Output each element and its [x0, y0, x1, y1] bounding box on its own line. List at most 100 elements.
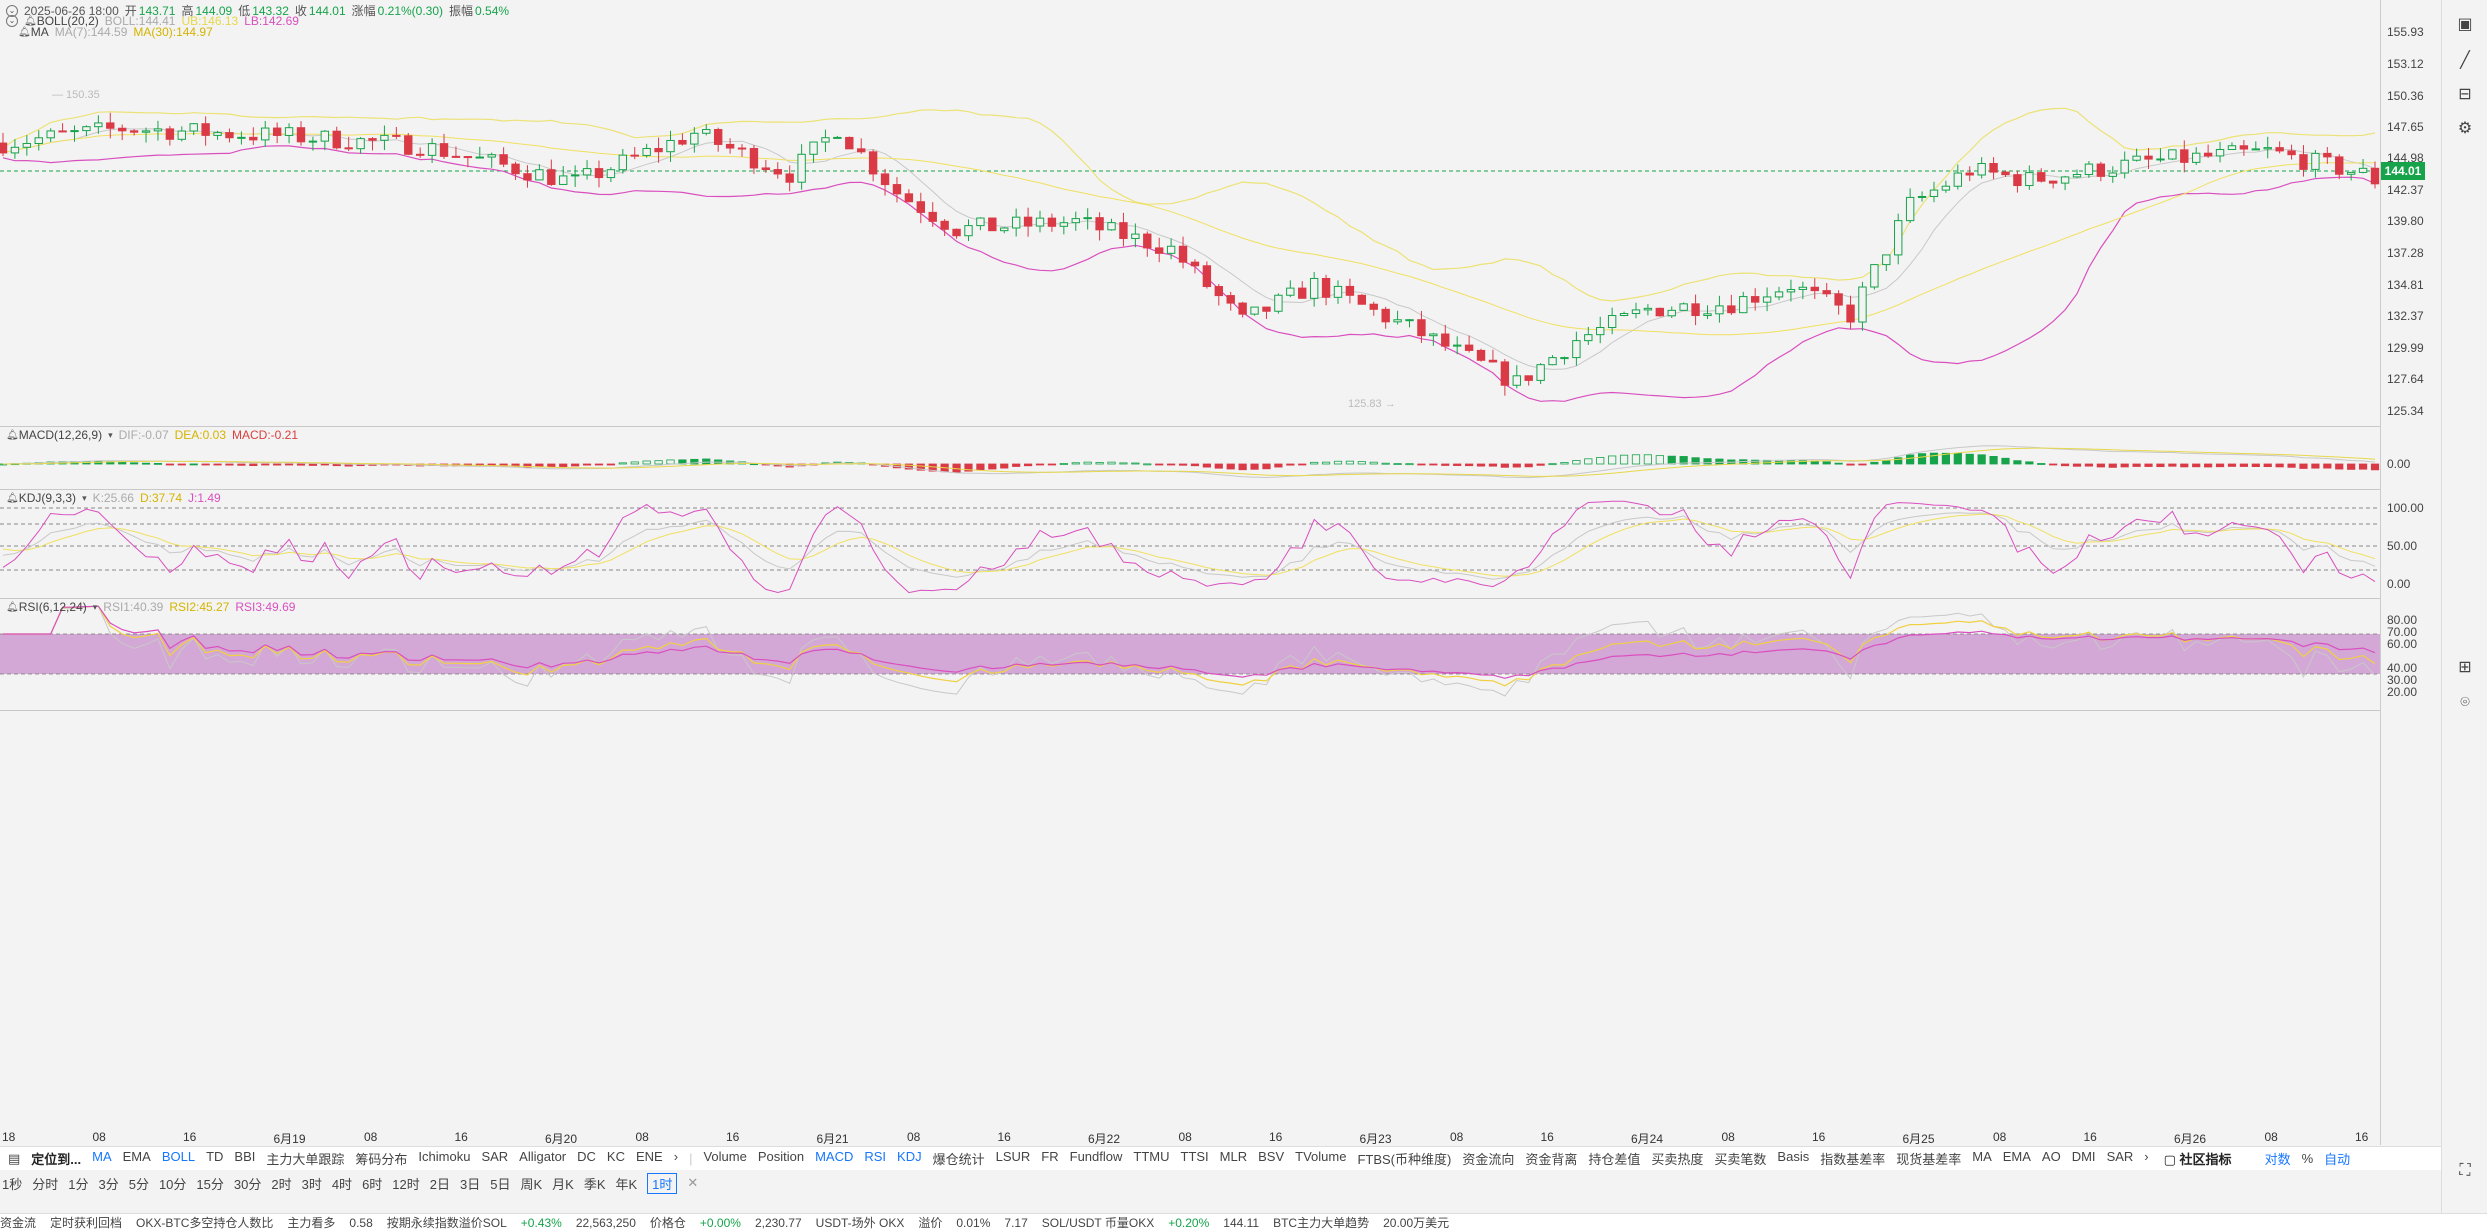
bell-icon[interactable]: 🔔︎	[6, 429, 19, 441]
indicator-item[interactable]: MA	[1972, 1149, 1992, 1164]
indicator-item[interactable]: SAR	[481, 1149, 509, 1164]
ticker-item[interactable]: +0.43%	[520, 1216, 562, 1230]
indicator-item[interactable]: BOLL	[161, 1149, 196, 1164]
ticker-item[interactable]: SOL/USDT 币量OKX	[1041, 1216, 1155, 1230]
indicator-item[interactable]: EMA	[122, 1149, 151, 1164]
rsi-name[interactable]: RSI(6,12,24)	[18, 600, 87, 614]
indicator-item[interactable]: ENE	[635, 1149, 663, 1164]
timeframe-option[interactable]: 分时	[32, 1176, 59, 1192]
ticker-item[interactable]: 溢价	[918, 1216, 943, 1230]
ticker-item[interactable]: 22,563,250	[575, 1216, 636, 1230]
timeframe-option[interactable]: 10分	[158, 1176, 187, 1192]
boll-name[interactable]: BOLL(20,2)	[36, 14, 99, 28]
ticker-item[interactable]: 主力看多	[287, 1216, 336, 1230]
indicator-item[interactable]: 主力大单跟踪	[266, 1152, 345, 1167]
timeframe-option[interactable]: 季K	[583, 1176, 606, 1192]
indicator-item[interactable]: FR	[1041, 1149, 1059, 1164]
candlestick-chart[interactable]: — 150.35 125.83 →	[0, 0, 2380, 1128]
macd-name[interactable]: MACD(12,26,9)	[18, 428, 103, 442]
timeframe-option[interactable]: 5分	[128, 1176, 149, 1192]
timeframe-option[interactable]: 30分	[233, 1176, 262, 1192]
bell-icon[interactable]: 🔔︎	[6, 601, 19, 613]
indicator-item[interactable]: BSV	[1258, 1149, 1285, 1164]
indicator-item[interactable]: 现货基差率	[1896, 1152, 1962, 1167]
timeframe-option[interactable]: 1时	[647, 1172, 678, 1194]
pane-divider[interactable]	[0, 598, 2380, 599]
bell-icon[interactable]: 🔔︎	[6, 492, 19, 504]
indicator-item[interactable]: KDJ	[897, 1149, 922, 1164]
ticker-item[interactable]: 按期永续指数溢价SOL	[386, 1216, 507, 1230]
indicator-item[interactable]: MLR	[1219, 1149, 1248, 1164]
indicator-item[interactable]: 持仓差值	[1588, 1152, 1641, 1167]
timeframe-option[interactable]: 1秒	[2, 1176, 23, 1192]
screenshot-icon[interactable]: ⊟	[2458, 86, 2472, 103]
percent-toggle[interactable]: %	[2301, 1151, 2314, 1166]
indicator-item[interactable]: TVolume	[1295, 1149, 1347, 1164]
timeframe-option[interactable]: 2日	[429, 1176, 450, 1192]
indicator-item[interactable]: MA	[92, 1149, 112, 1164]
ticker-item[interactable]: 7.17	[1004, 1216, 1028, 1230]
dropdown-icon[interactable]: ▾	[82, 492, 87, 503]
ticker-item[interactable]: 20.00万美元	[1383, 1216, 1450, 1230]
indicator-item[interactable]: DMI	[2071, 1149, 2096, 1164]
indicator-item[interactable]: DC	[577, 1149, 596, 1164]
timeframe-option[interactable]: 周K	[520, 1176, 543, 1192]
kdj-name[interactable]: KDJ(9,3,3)	[18, 491, 77, 505]
auto-toggle[interactable]: 自动	[2324, 1152, 2351, 1167]
collapse-icon[interactable]: ⌄	[6, 15, 18, 27]
close-timeframe-icon[interactable]: ✕	[687, 1175, 699, 1190]
locate-button[interactable]: 定位到...	[31, 1152, 82, 1167]
ticker-item[interactable]: 2,230.77	[754, 1216, 802, 1230]
settings-icon[interactable]: ⚙	[2457, 120, 2473, 137]
indicator-item[interactable]: MACD	[815, 1149, 854, 1164]
indicator-item[interactable]: Position	[757, 1149, 805, 1164]
indicator-settings-icon[interactable]: ▤	[8, 1150, 21, 1166]
indicator-item[interactable]: 买卖笔数	[1714, 1152, 1767, 1167]
indicator-item[interactable]: 买卖热度	[1651, 1152, 1704, 1167]
indicator-item[interactable]: SAR	[2106, 1149, 2134, 1164]
indicator-item[interactable]: Ichimoku	[418, 1149, 471, 1164]
timeframe-option[interactable]: 3时	[301, 1176, 322, 1192]
indicator-item[interactable]: Volume	[703, 1149, 747, 1164]
timeframe-option[interactable]: 2时	[271, 1176, 292, 1192]
indicator-item[interactable]: 资金背离	[1525, 1152, 1578, 1167]
ticker-item[interactable]: 144.11	[1223, 1216, 1260, 1230]
calendar-icon[interactable]: ▣	[2457, 16, 2473, 33]
timeframe-option[interactable]: 1分	[68, 1176, 89, 1192]
indicator-item[interactable]: ›	[2144, 1149, 2149, 1164]
indicator-item[interactable]: TTSI	[1180, 1149, 1209, 1164]
timeframe-option[interactable]: 15分	[196, 1176, 224, 1192]
layout-icon[interactable]: ⊞	[2458, 659, 2472, 676]
timeframe-option[interactable]: 3日	[460, 1176, 481, 1192]
indicator-item[interactable]: EMA	[2002, 1149, 2031, 1164]
bell-icon[interactable]: 🔔︎	[18, 26, 31, 38]
timeframe-option[interactable]: 6时	[362, 1176, 383, 1192]
indicator-item[interactable]: 爆仓统计	[932, 1152, 985, 1167]
indicator-item[interactable]: BBI	[234, 1149, 256, 1164]
ticker-item[interactable]: 价格仓	[649, 1216, 686, 1230]
dropdown-icon[interactable]: ▾	[108, 429, 113, 440]
ticker-item[interactable]: USDT-场外 OKX	[815, 1216, 905, 1230]
indicator-item[interactable]: 资金流向	[1462, 1152, 1515, 1167]
ma-name[interactable]: MA	[30, 25, 49, 39]
ticker-item[interactable]: 0.01%	[956, 1216, 991, 1230]
indicator-item[interactable]: FTBS(币种维度)	[1357, 1152, 1452, 1167]
indicator-item[interactable]: LSUR	[995, 1149, 1031, 1164]
timeframe-option[interactable]: 5日	[490, 1176, 511, 1192]
indicator-item[interactable]: ›	[673, 1149, 679, 1164]
fullscreen-icon[interactable]: ⛶	[2459, 1162, 2471, 1179]
timeframe-option[interactable]: 月K	[552, 1176, 574, 1192]
ticker-item[interactable]: +0.00%	[699, 1216, 741, 1230]
ticker-item[interactable]: OKX-BTC多空持仓人数比	[136, 1216, 274, 1230]
ticker-item[interactable]: BTC主力大单趋势	[1273, 1216, 1370, 1230]
timeframe-option[interactable]: 12时	[392, 1176, 420, 1192]
pane-divider[interactable]	[0, 426, 2380, 427]
timeframe-option[interactable]: 3分	[98, 1176, 119, 1192]
indicator-item[interactable]: 筹码分布	[355, 1152, 408, 1167]
time-axis[interactable]: 18 08 16 6月19 08 16 6月20 08 16 6月21 08 16 6月22 08 16 6月…	[0, 1128, 2380, 1146]
indicator-item[interactable]: TD	[206, 1149, 224, 1164]
chart-area[interactable]: — 150.35 125.83 →	[0, 0, 2380, 1160]
ticker-item[interactable]: 0.58	[349, 1216, 373, 1230]
indicator-item[interactable]: AO	[2041, 1149, 2061, 1164]
alert-icon[interactable]: ⌾	[2460, 694, 2470, 711]
